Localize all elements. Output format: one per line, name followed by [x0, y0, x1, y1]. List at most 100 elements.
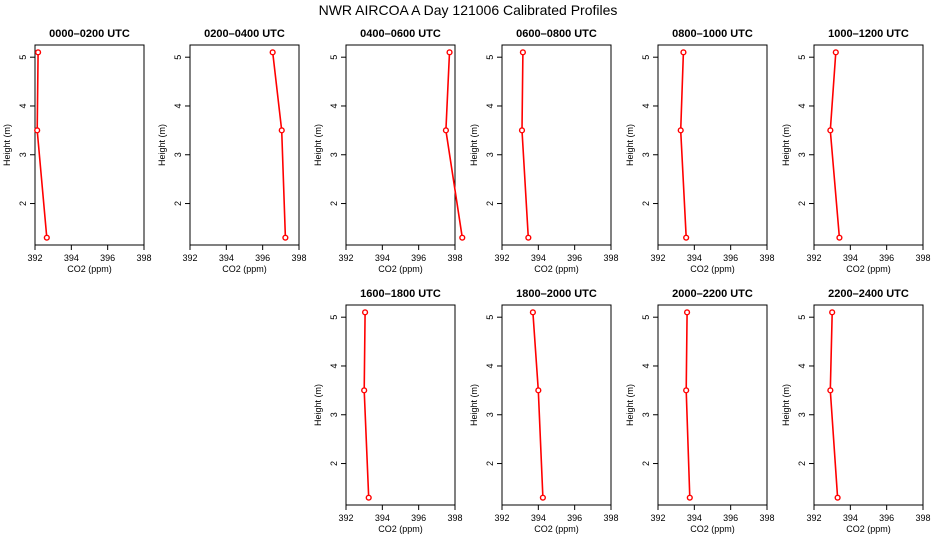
y-tick-label: 4: [641, 103, 651, 108]
y-tick-label: 4: [329, 103, 339, 108]
profile-line: [363, 312, 370, 498]
figure-title: NWR AIRCOA A Day 121006 Calibrated Profi…: [318, 2, 618, 18]
plot-frame: [657, 304, 768, 506]
y-tick-label: 2: [485, 201, 495, 206]
profile-point: [683, 387, 690, 394]
x-tick-label: 392: [650, 253, 665, 263]
plot-frame: [189, 44, 300, 246]
panel-title: 0200–0400 UTC: [204, 28, 285, 40]
profile-point: [836, 234, 843, 241]
y-tick-label: 4: [329, 363, 339, 368]
x-tick-label: 392: [806, 513, 821, 523]
profile-point: [459, 234, 466, 241]
y-tick-label: 2: [329, 201, 339, 206]
profile-point: [834, 494, 841, 501]
profile-line: [271, 52, 287, 238]
y-tick-label: 2: [18, 201, 28, 206]
profile-panel: 0400–0600 UTC 392 394 396 398 CO2 (ppm) 2 3 4 5 He…: [313, 28, 466, 274]
x-tick-label: 396: [723, 253, 738, 263]
x-tick-label: 398: [759, 253, 774, 263]
y-tick-label: 3: [797, 412, 807, 417]
y-tick-label: 2: [641, 461, 651, 466]
x-tick-label: 396: [879, 253, 894, 263]
x-tick-label: 392: [494, 513, 509, 523]
x-tick-label: 398: [915, 513, 930, 523]
y-tick-label: 3: [329, 412, 339, 417]
profile-line: [445, 52, 464, 238]
x-tick-label: 398: [447, 253, 462, 263]
y-tick-label: 5: [173, 55, 183, 60]
profile-point: [683, 309, 691, 316]
x-tick-label: 392: [806, 253, 821, 263]
x-tick-label: 394: [687, 513, 702, 523]
y-tick-label: 2: [641, 201, 651, 206]
plot-frame: [501, 304, 612, 506]
x-tick-label: 392: [182, 253, 197, 263]
panel-title: 0000–0200 UTC: [49, 28, 130, 40]
panel-title: 0800–1000 UTC: [672, 28, 753, 40]
x-tick-label: 398: [447, 513, 462, 523]
y-tick-label: 4: [797, 363, 807, 368]
x-tick-label: 398: [603, 513, 618, 523]
y-axis-label: Height (m): [2, 124, 12, 166]
y-tick-label: 3: [485, 152, 495, 157]
profile-panel: 0800–1000 UTC 392 394 396 398 CO2 (ppm) 2 3 4 5 He…: [625, 28, 775, 274]
x-tick-label: 394: [219, 253, 234, 263]
profile-panel: 0200–0400 UTC 392 394 396 398 CO2 (ppm) 2 3 4 5 He…: [157, 28, 307, 274]
y-tick-label: 5: [485, 55, 495, 60]
y-axis-label: Height (m): [469, 384, 479, 426]
x-tick-label: 394: [375, 253, 390, 263]
profile-panel: 1800–2000 UTC 392 394 396 398 CO2 (ppm) 2 3 4 5 He…: [469, 288, 619, 534]
profile-point: [442, 127, 450, 134]
x-axis-label: CO2 (ppm): [534, 264, 579, 274]
y-axis-label: Height (m): [313, 384, 323, 426]
y-tick-label: 3: [18, 152, 28, 157]
profile-point: [34, 49, 42, 56]
x-axis-label: CO2 (ppm): [690, 264, 735, 274]
profile-point: [827, 127, 834, 134]
x-tick-label: 398: [136, 253, 151, 263]
x-tick-label: 398: [759, 513, 774, 523]
profile-point: [269, 49, 276, 56]
x-axis-label: CO2 (ppm): [534, 524, 579, 534]
x-tick-label: 396: [411, 513, 426, 523]
y-tick-label: 5: [329, 55, 339, 60]
x-axis-label: CO2 (ppm): [846, 264, 891, 274]
profile-point: [525, 234, 532, 241]
profile-point: [827, 387, 834, 394]
panel-title: 1600–1800 UTC: [360, 288, 441, 300]
x-axis-label: CO2 (ppm): [378, 264, 423, 274]
profile-point: [43, 234, 50, 241]
profile-point: [529, 309, 536, 316]
x-tick-label: 398: [603, 253, 618, 263]
x-tick-label: 398: [291, 253, 306, 263]
x-tick-label: 396: [567, 513, 582, 523]
y-axis-label: Height (m): [781, 384, 791, 426]
profile-panel: 0600–0800 UTC 392 394 396 398 CO2 (ppm) 2 3 4 5 He…: [469, 28, 619, 274]
x-tick-label: 396: [100, 253, 115, 263]
x-tick-label: 394: [843, 253, 858, 263]
plot-frame: [345, 44, 456, 246]
x-tick-label: 396: [567, 253, 582, 263]
profile-line: [521, 52, 530, 238]
x-tick-label: 392: [650, 513, 665, 523]
y-axis-label: Height (m): [157, 124, 167, 166]
y-tick-label: 2: [485, 461, 495, 466]
profile-point: [535, 387, 542, 394]
profile-panel: 2000–2200 UTC 392 394 396 398 CO2 (ppm) 2 3 4 5 He…: [625, 288, 775, 534]
y-tick-label: 3: [641, 412, 651, 417]
x-tick-label: 392: [338, 253, 353, 263]
x-tick-label: 396: [879, 513, 894, 523]
x-tick-label: 394: [531, 513, 546, 523]
panel-title: 1000–1200 UTC: [828, 28, 909, 40]
x-axis-label: CO2 (ppm): [378, 524, 423, 534]
profile-point: [683, 234, 690, 241]
profile-point: [680, 49, 687, 56]
profile-point: [278, 127, 285, 134]
plot-frame: [34, 44, 145, 246]
profile-line: [685, 312, 691, 498]
profile-point: [539, 494, 546, 501]
x-tick-label: 392: [494, 253, 509, 263]
y-tick-label: 2: [173, 201, 183, 206]
profile-point: [686, 494, 693, 501]
